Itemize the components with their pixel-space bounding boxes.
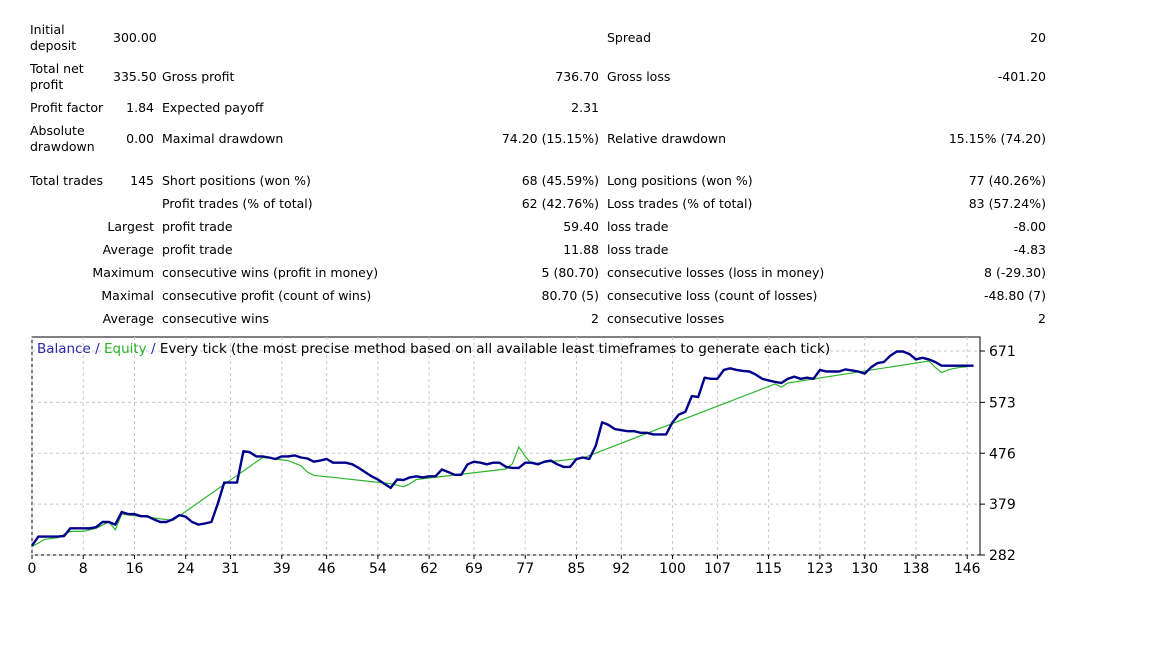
largest-loss-value: -8.00	[1013, 219, 1046, 234]
x-tick-label: 146	[954, 561, 981, 577]
x-tick-label: 8	[79, 561, 88, 577]
loss-trades-label: Loss trades (% of total)	[607, 196, 753, 211]
maximum-consecutive-wins-label: consecutive wins (profit in money)	[162, 265, 379, 280]
y-axis: 282 379 476 573 671	[980, 344, 1016, 564]
maximal-consecutive-profit-value: 80.70 (5)	[541, 288, 599, 303]
legend-separator: /	[91, 341, 104, 357]
x-tick-label: 77	[516, 561, 534, 577]
maximal-drawdown-label: Maximal drawdown	[162, 131, 284, 146]
largest-profit-value: 59.40	[563, 219, 599, 234]
average-label: Average	[102, 242, 154, 257]
maximal-consecutive-profit-label: consecutive profit (count of wins)	[162, 288, 372, 303]
gross-profit-label: Gross profit	[162, 69, 235, 84]
average-consecutive-label: Average	[102, 311, 154, 326]
y-tick-label: 282	[989, 548, 1016, 564]
largest-profit-label: profit trade	[162, 219, 233, 234]
x-tick-label: 123	[806, 561, 833, 577]
x-tick-label: 130	[851, 561, 878, 577]
maximum-consecutive-wins-value: 5 (80.70)	[541, 265, 599, 280]
spread-label: Spread	[607, 30, 652, 45]
initial-deposit-label: Initial deposit	[30, 22, 77, 53]
average-profit-label: profit trade	[162, 242, 233, 257]
relative-drawdown-label: Relative drawdown	[607, 131, 727, 146]
short-positions-value: 68 (45.59%)	[521, 173, 599, 188]
equity-line	[31, 360, 968, 548]
legend-separator: /	[147, 341, 160, 357]
total-net-profit-label: Total net profit	[30, 61, 84, 92]
average-consecutive-wins-label: consecutive wins	[162, 311, 270, 326]
legend-method: Every tick (the most precise method base…	[160, 341, 830, 357]
long-positions-label: Long positions (won %)	[607, 173, 753, 188]
x-tick-label: 100	[659, 561, 686, 577]
gross-profit-value: 736.70	[555, 69, 599, 84]
average-consecutive-losses-label: consecutive losses	[607, 311, 725, 326]
balance-equity-chart: 0 8 16 24 31 39 46 54 62 69 77 85 92 100 107 115 123 130 1…	[28, 336, 1016, 577]
relative-drawdown-value: 15.15% (74.20)	[948, 131, 1046, 146]
average-loss-value: -4.83	[1013, 242, 1046, 257]
spread-value: 20	[1030, 30, 1046, 45]
x-tick-label: 92	[612, 561, 630, 577]
x-tick-label: 31	[222, 561, 240, 577]
x-tick-label: 54	[369, 561, 387, 577]
y-tick-label: 476	[989, 446, 1016, 462]
x-tick-label: 69	[465, 561, 483, 577]
x-tick-label: 85	[568, 561, 586, 577]
profit-factor-value: 1.84	[126, 100, 154, 115]
total-net-profit-value: 335.50	[113, 69, 157, 84]
initial-deposit-value: 300.00	[113, 30, 157, 45]
series-layer	[31, 350, 974, 548]
total-trades-label: Total trades	[30, 173, 104, 188]
maximum-label: Maximum	[92, 265, 154, 280]
gross-loss-value: -401.20	[997, 69, 1046, 84]
x-tick-label: 16	[126, 561, 144, 577]
x-tick-label: 138	[903, 561, 930, 577]
average-loss-label: loss trade	[607, 242, 669, 257]
x-tick-label: 107	[704, 561, 731, 577]
x-tick-label: 46	[318, 561, 336, 577]
x-tick-label: 115	[755, 561, 782, 577]
average-consecutive-losses-value: 2	[1038, 311, 1046, 326]
grid-lines	[31, 337, 980, 556]
profit-trades-label: Profit trades (% of total)	[162, 196, 313, 211]
maximal-label: Maximal	[101, 288, 154, 303]
maximum-consecutive-losses-label: consecutive losses (loss in money)	[607, 265, 825, 280]
short-positions-label: Short positions (won %)	[162, 173, 311, 188]
x-tick-label: 24	[177, 561, 195, 577]
total-trades-value: 145	[130, 173, 154, 188]
absolute-drawdown-value: 0.00	[126, 131, 154, 146]
long-positions-value: 77 (40.26%)	[968, 173, 1046, 188]
y-tick-label: 573	[989, 395, 1016, 411]
loss-trades-value: 83 (57.24%)	[968, 196, 1046, 211]
plot-area	[31, 336, 981, 556]
maximal-consecutive-loss-value: -48.80 (7)	[984, 288, 1046, 303]
legend-balance: Balance	[37, 341, 91, 357]
chart-legend: Balance / Equity / Every tick (the most …	[37, 341, 830, 357]
profit-factor-label: Profit factor	[30, 100, 104, 115]
average-profit-value: 11.88	[563, 242, 599, 257]
largest-label: Largest	[107, 219, 154, 234]
maximum-consecutive-losses-value: 8 (-29.30)	[984, 265, 1046, 280]
average-consecutive-wins-value: 2	[591, 311, 599, 326]
legend-equity: Equity	[104, 341, 147, 357]
maximal-drawdown-value: 74.20 (15.15%)	[501, 131, 599, 146]
expected-payoff-value: 2.31	[571, 100, 599, 115]
largest-loss-label: loss trade	[607, 219, 669, 234]
x-axis: 0 8 16 24 31 39 46 54 62 69 77 85 92 100 107 115 123 130 1…	[28, 555, 981, 577]
expected-payoff-label: Expected payoff	[162, 100, 264, 115]
x-tick-label: 39	[273, 561, 291, 577]
gross-loss-label: Gross loss	[607, 69, 671, 84]
y-tick-label: 379	[989, 497, 1016, 513]
x-tick-label: 0	[28, 561, 37, 577]
x-tick-label: 62	[420, 561, 438, 577]
y-tick-label: 671	[989, 344, 1016, 360]
profit-trades-value: 62 (42.76%)	[521, 196, 599, 211]
absolute-drawdown-label: Absolute drawdown	[30, 123, 95, 154]
balance-line	[31, 350, 974, 547]
maximal-consecutive-loss-label: consecutive loss (count of losses)	[607, 288, 818, 303]
